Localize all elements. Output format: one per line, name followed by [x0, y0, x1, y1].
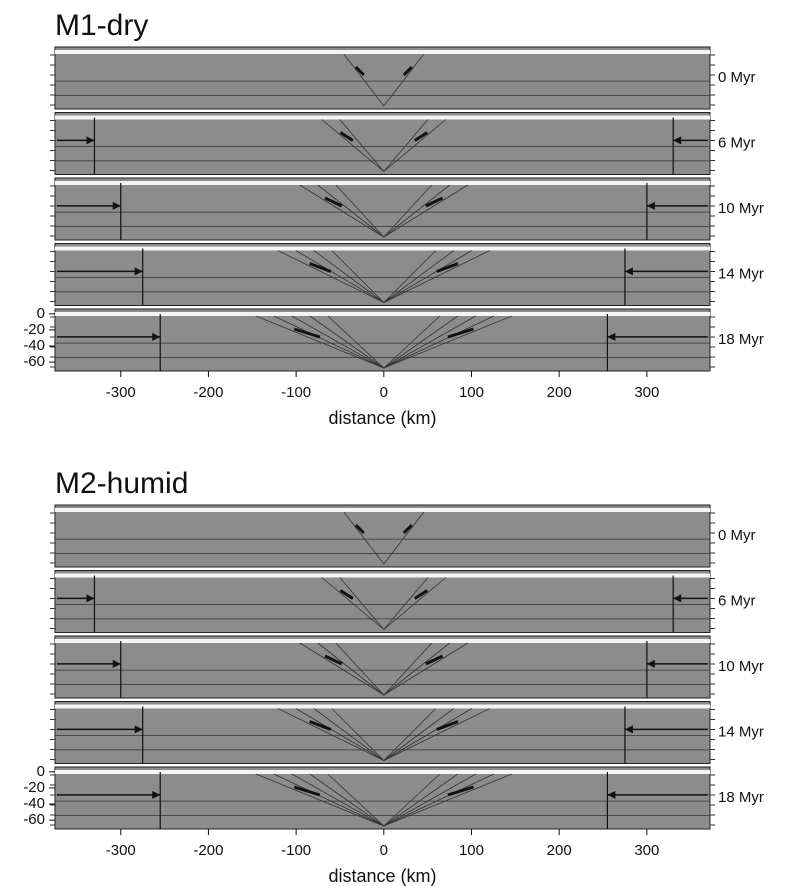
arrow-head [134, 725, 143, 734]
shear-arrow [339, 589, 354, 600]
shear-zone [339, 577, 429, 631]
time-label: 14 Myr [718, 265, 764, 282]
arrow-head [673, 594, 682, 603]
arrow-head [673, 136, 682, 145]
section-strip [54, 766, 711, 830]
shear-arrow [414, 131, 429, 142]
shear-arrow [436, 262, 459, 273]
shear-arrow [402, 65, 413, 77]
shear-zone [339, 119, 429, 173]
x-tick-label: 200 [547, 842, 572, 859]
shear-arrow [309, 262, 332, 273]
chart-title: M1-dry [55, 9, 148, 42]
y-tick-label: -40 [23, 337, 45, 354]
x-axis-label: distance (km) [328, 408, 436, 428]
x-axis-label: distance (km) [328, 866, 436, 886]
shear-arrow [402, 523, 413, 535]
shear-zone [343, 511, 425, 565]
arrow-head [112, 659, 121, 668]
time-label: 18 Myr [718, 789, 764, 806]
x-tick-label: 100 [459, 842, 484, 859]
section-strip [54, 243, 711, 306]
arrow-head [112, 201, 121, 210]
arrow-head [152, 332, 161, 341]
shear-arrow [293, 785, 321, 797]
shear-arrow [309, 720, 332, 731]
x-tick-label: 300 [634, 842, 659, 859]
section-strip [54, 701, 711, 764]
y-tick-label: -60 [23, 353, 45, 370]
time-label: 14 Myr [718, 723, 764, 740]
shear-arrow [414, 589, 429, 600]
time-label: 6 Myr [718, 134, 756, 151]
x-tick-label: 300 [634, 384, 659, 401]
time-label: 6 Myr [718, 592, 756, 609]
shear-zone [335, 642, 433, 696]
shear-zone [331, 250, 437, 304]
x-tick-label: -300 [106, 384, 136, 401]
y-tick-label: -60 [23, 811, 45, 828]
time-label: 18 Myr [718, 331, 764, 348]
shear-arrow [447, 327, 474, 339]
y-tick-label: -40 [23, 795, 45, 812]
shear-arrow [425, 654, 444, 666]
section-strip [54, 177, 711, 241]
section-strip [54, 308, 711, 372]
arrow-head [624, 267, 633, 276]
arrow-head [646, 201, 655, 210]
x-tick-label: -200 [193, 384, 223, 401]
arrow-head [86, 136, 95, 145]
time-label: 10 Myr [718, 200, 764, 217]
time-label: 0 Myr [718, 527, 756, 544]
arrow-head [624, 725, 633, 734]
time-label: 0 Myr [718, 69, 756, 86]
shear-arrow [425, 196, 444, 208]
y-tick-label: -20 [23, 321, 45, 338]
x-tick-label: 0 [380, 384, 388, 401]
shear-arrow [354, 65, 365, 77]
y-tick-label: 0 [37, 305, 45, 322]
x-tick-label: -100 [281, 842, 311, 859]
shear-arrow [339, 131, 354, 142]
arrow-head [152, 790, 161, 799]
section-strip [54, 635, 711, 699]
arrow-head [607, 790, 616, 799]
shear-zone [331, 708, 437, 762]
arrow-head [134, 267, 143, 276]
x-tick-label: 100 [459, 384, 484, 401]
shear-arrow [293, 327, 321, 339]
shear-arrow [324, 196, 343, 208]
y-tick-label: -20 [23, 779, 45, 796]
arrow-head [607, 332, 616, 341]
y-tick-label: 0 [37, 763, 45, 780]
shear-arrow [324, 654, 343, 666]
x-tick-label: -300 [106, 842, 136, 859]
arrow-head [646, 659, 655, 668]
chart-title: M2-humid [55, 467, 188, 500]
shear-zone [327, 773, 441, 827]
section-strip [54, 504, 711, 568]
section-strip [54, 570, 711, 633]
arrow-head [86, 594, 95, 603]
x-tick-label: 0 [380, 842, 388, 859]
x-tick-label: -100 [281, 384, 311, 401]
section-strip [54, 112, 711, 175]
shear-arrow [436, 720, 459, 731]
shear-zone [343, 53, 425, 107]
shear-arrow [447, 785, 474, 797]
time-label: 10 Myr [718, 658, 764, 675]
x-tick-label: 200 [547, 384, 572, 401]
x-tick-label: -200 [193, 842, 223, 859]
shear-zone [327, 315, 441, 369]
section-strip [54, 46, 711, 110]
shear-zone [335, 184, 433, 238]
shear-arrow [354, 523, 365, 535]
